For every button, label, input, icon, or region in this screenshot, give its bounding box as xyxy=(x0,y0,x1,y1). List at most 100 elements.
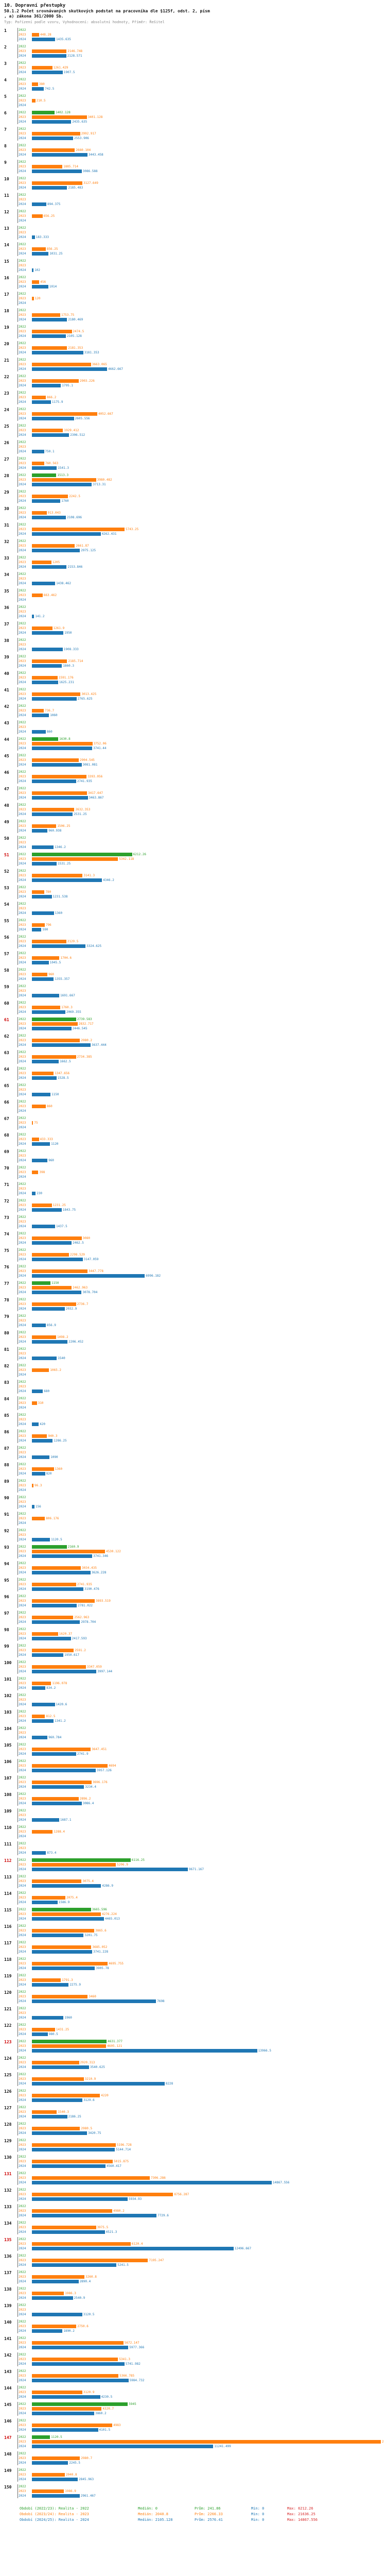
chart-group: 48 2022 2023 2632.353 2024 2531.25 xyxy=(4,803,384,819)
group-bars: 2022 2023 2024 102 xyxy=(17,259,384,273)
chart-group: 149 2022 2023 2040.8 2024 2845.963 xyxy=(4,2468,384,2484)
bar-row: 2023 866.2 xyxy=(19,395,384,400)
row-number: 51 xyxy=(4,853,9,857)
value-bar xyxy=(32,1241,72,1245)
value-bar xyxy=(32,1236,82,1240)
year-label: 2024 xyxy=(19,367,26,371)
value-label: 4530.122 xyxy=(106,1549,121,1553)
legend-label: Období (2024/25): Realita - 2024 xyxy=(20,2518,89,2522)
value-label: 3980.482 xyxy=(97,478,112,482)
value-bar xyxy=(32,1616,74,1619)
value-label: 1205 xyxy=(52,560,60,564)
value-label: 448.28 xyxy=(40,32,51,37)
value-label: 2832.717 xyxy=(78,1022,94,1026)
value-label: 1620.37 xyxy=(59,1632,73,1636)
value-bar xyxy=(32,2374,119,2378)
value-bar xyxy=(32,462,44,465)
row-number: 126 xyxy=(4,2089,12,2094)
value-label: 1760 xyxy=(61,499,69,503)
row-number: 1 xyxy=(4,28,7,33)
chart-group: 72 2022 2023 1231.25 2024 1843.75 xyxy=(4,1198,384,1215)
group-bars: 2022 2023 398 2024 xyxy=(17,1165,384,1179)
year-label: 2022 xyxy=(19,2270,26,2274)
group-bars: 2022 2023 2024 1908.333 xyxy=(17,638,384,652)
year-label: 2024 xyxy=(19,647,26,651)
year-label: 2023 xyxy=(19,725,26,729)
year-label: 2022 xyxy=(19,984,26,988)
chart-group: 19 2022 2023 2474.5 2024 2105.128 xyxy=(4,325,384,341)
value-label: 1437.5 xyxy=(56,1224,67,1228)
stat-average: Prům: 241.86 xyxy=(195,2506,221,2511)
value-label: 1347.656 xyxy=(55,1071,70,1075)
value-bar xyxy=(32,1896,66,1900)
value-label: 380 xyxy=(39,82,45,86)
bar-row: 2024 1540 xyxy=(19,1356,384,1361)
value-label: 1860.3 xyxy=(63,664,74,668)
row-number: 32 xyxy=(4,539,9,544)
bar-row: 2023 3393.056 xyxy=(19,774,384,779)
year-label: 2022 xyxy=(19,1363,26,1367)
value-label: 2890.4 xyxy=(79,2279,91,2283)
row-number: 92 xyxy=(4,1529,9,1533)
year-label: 2024 xyxy=(19,350,26,354)
value-label: 6120.4 xyxy=(131,2242,143,2246)
group-bars: 2022 2023 8756.287 2024 5934.93 xyxy=(17,2188,384,2201)
value-label: 3460 xyxy=(89,1994,96,1998)
bar-row: 2022 xyxy=(19,209,384,214)
bar-row: 2024 2961.467 xyxy=(19,2494,384,2498)
year-label: 2024 xyxy=(19,2197,26,2201)
group-bars: 2022 2023 120 2024 xyxy=(17,292,384,306)
bar-row: 2022 xyxy=(19,489,384,494)
bar-row: 2022 xyxy=(19,1165,384,1170)
bar-row: 2023 xyxy=(19,1351,384,1356)
bar-row: 2023 2298.529 xyxy=(19,1252,384,1257)
value-bar xyxy=(32,1879,82,1883)
value-bar xyxy=(32,1368,49,1372)
bar-row: 2022 xyxy=(19,2468,384,2472)
bar-row: 2024 1150 xyxy=(19,1092,384,1097)
year-label: 2023 xyxy=(19,758,26,762)
value-label: 2306.512 xyxy=(70,433,85,437)
row-number: 46 xyxy=(4,770,9,775)
year-label: 2023 xyxy=(19,1285,26,1290)
year-label: 2024 xyxy=(19,861,26,866)
value-bar xyxy=(32,334,66,338)
value-label: 2531.25 xyxy=(74,812,87,816)
year-label: 2023 xyxy=(19,1599,26,1603)
value-label: 1541.3 xyxy=(58,466,69,470)
value-label: 4346.2 xyxy=(103,878,114,882)
year-label: 2024 xyxy=(19,1735,26,1739)
bar-row: 2022 1630.8 xyxy=(19,737,384,741)
bar-row: 2023 806.176 xyxy=(19,1516,384,1521)
bar-row: 2023 398 xyxy=(19,1170,384,1175)
bar-row: 2023 796 xyxy=(19,923,384,927)
value-label: 780 xyxy=(45,890,51,894)
year-label: 2022 xyxy=(19,2253,26,2258)
year-label: 2022 xyxy=(19,1759,26,1763)
year-label: 2024 xyxy=(19,1768,26,1772)
value-label: 120 xyxy=(34,296,41,300)
year-label: 2022 xyxy=(19,737,26,741)
bar-row: 2024 102 xyxy=(19,268,384,273)
year-label: 2022 xyxy=(19,44,26,48)
row-number: 34 xyxy=(4,572,9,577)
bar-row: 2024 5934.93 xyxy=(19,2197,384,2201)
year-label: 2022 xyxy=(19,2171,26,2175)
bar-row: 2022 xyxy=(19,1446,384,1450)
year-label: 2022 xyxy=(19,2418,26,2422)
group-bars: 2022 2023 1261.429 2024 1907.5 xyxy=(17,61,384,75)
value-label: 3078.704 xyxy=(82,1290,98,1294)
bar-row: 2022 xyxy=(19,621,384,626)
chart-group: 77 2022 1150 2023 2462.963 2024 3078.704 xyxy=(4,1281,384,1297)
chart-group: 105 2022 2023 3647.451 2024 2741.9 xyxy=(4,1742,384,1759)
value-bar xyxy=(32,2424,113,2427)
year-label: 2022 xyxy=(19,687,26,691)
value-bar xyxy=(32,824,57,828)
group-bars: 2022 2023 2904.545 2024 3081.081 xyxy=(17,753,384,767)
value-label: 21636.25 xyxy=(382,2439,384,2444)
year-label: 2022 xyxy=(19,1973,26,1977)
value-label: 2591.2 xyxy=(75,1648,86,1652)
bar-row: 2024 5984.732 xyxy=(19,2378,384,2383)
year-label: 2022 xyxy=(19,1330,26,1334)
bar-row: 2022 xyxy=(19,1775,384,1780)
